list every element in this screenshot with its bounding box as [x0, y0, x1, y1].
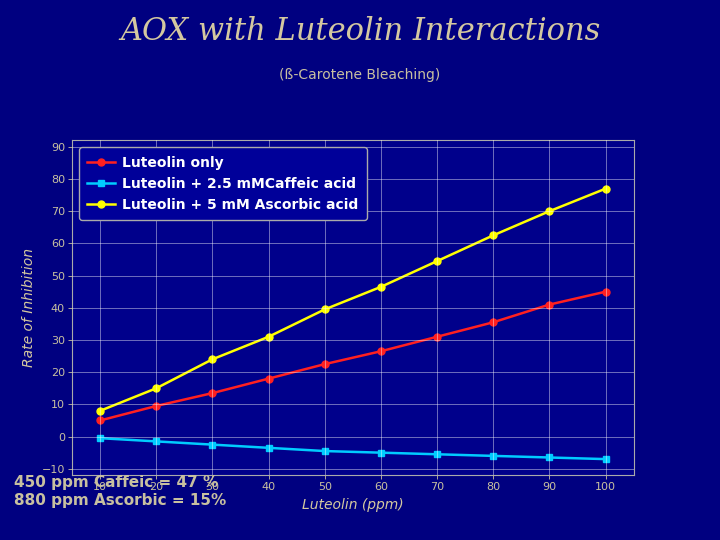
Line: Luteolin + 5 mM Ascorbic acid: Luteolin + 5 mM Ascorbic acid	[96, 185, 609, 414]
Luteolin + 2.5 mMCaffeic acid	[601, 456, 610, 462]
Luteolin only	[489, 319, 498, 326]
Text: (ß-Carotene Bleaching): (ß-Carotene Bleaching)	[279, 68, 441, 82]
Luteolin + 5 mM Ascorbic acid	[264, 334, 273, 340]
Luteolin + 5 mM Ascorbic acid	[152, 385, 161, 392]
Luteolin + 5 mM Ascorbic acid	[96, 408, 104, 414]
Luteolin + 2.5 mMCaffeic acid	[320, 448, 329, 454]
Luteolin only	[545, 301, 554, 308]
Luteolin + 2.5 mMCaffeic acid	[152, 438, 161, 444]
Luteolin only	[320, 361, 329, 367]
Legend: Luteolin only, Luteolin + 2.5 mMCaffeic acid, Luteolin + 5 mM Ascorbic acid: Luteolin only, Luteolin + 2.5 mMCaffeic …	[79, 147, 366, 220]
Luteolin only	[377, 348, 385, 354]
Text: AOX with Luteolin Interactions: AOX with Luteolin Interactions	[120, 16, 600, 47]
Y-axis label: Rate of Inhibition: Rate of Inhibition	[22, 248, 36, 367]
Luteolin + 5 mM Ascorbic acid	[377, 284, 385, 290]
Luteolin + 2.5 mMCaffeic acid	[377, 449, 385, 456]
Luteolin + 2.5 mMCaffeic acid	[545, 454, 554, 461]
Luteolin + 5 mM Ascorbic acid	[601, 185, 610, 192]
Luteolin + 5 mM Ascorbic acid	[545, 208, 554, 214]
Luteolin + 2.5 mMCaffeic acid	[264, 444, 273, 451]
Luteolin only	[152, 403, 161, 409]
Line: Luteolin + 2.5 mMCaffeic acid: Luteolin + 2.5 mMCaffeic acid	[96, 435, 609, 463]
Luteolin only	[264, 375, 273, 382]
Luteolin + 5 mM Ascorbic acid	[489, 232, 498, 239]
Luteolin only	[601, 288, 610, 295]
Luteolin + 5 mM Ascorbic acid	[320, 306, 329, 313]
Line: Luteolin only: Luteolin only	[96, 288, 609, 424]
Text: 450 ppm Caffeic = 47 %
880 ppm Ascorbic = 15%: 450 ppm Caffeic = 47 % 880 ppm Ascorbic …	[14, 475, 227, 508]
Luteolin + 2.5 mMCaffeic acid	[208, 441, 217, 448]
Luteolin + 2.5 mMCaffeic acid	[96, 435, 104, 441]
Luteolin + 5 mM Ascorbic acid	[208, 356, 217, 362]
Luteolin only	[208, 390, 217, 396]
Luteolin + 2.5 mMCaffeic acid	[433, 451, 441, 457]
Luteolin only	[96, 417, 104, 424]
X-axis label: Luteolin (ppm): Luteolin (ppm)	[302, 498, 404, 512]
Luteolin + 2.5 mMCaffeic acid	[489, 453, 498, 459]
Luteolin only	[433, 334, 441, 340]
Luteolin + 5 mM Ascorbic acid	[433, 258, 441, 265]
